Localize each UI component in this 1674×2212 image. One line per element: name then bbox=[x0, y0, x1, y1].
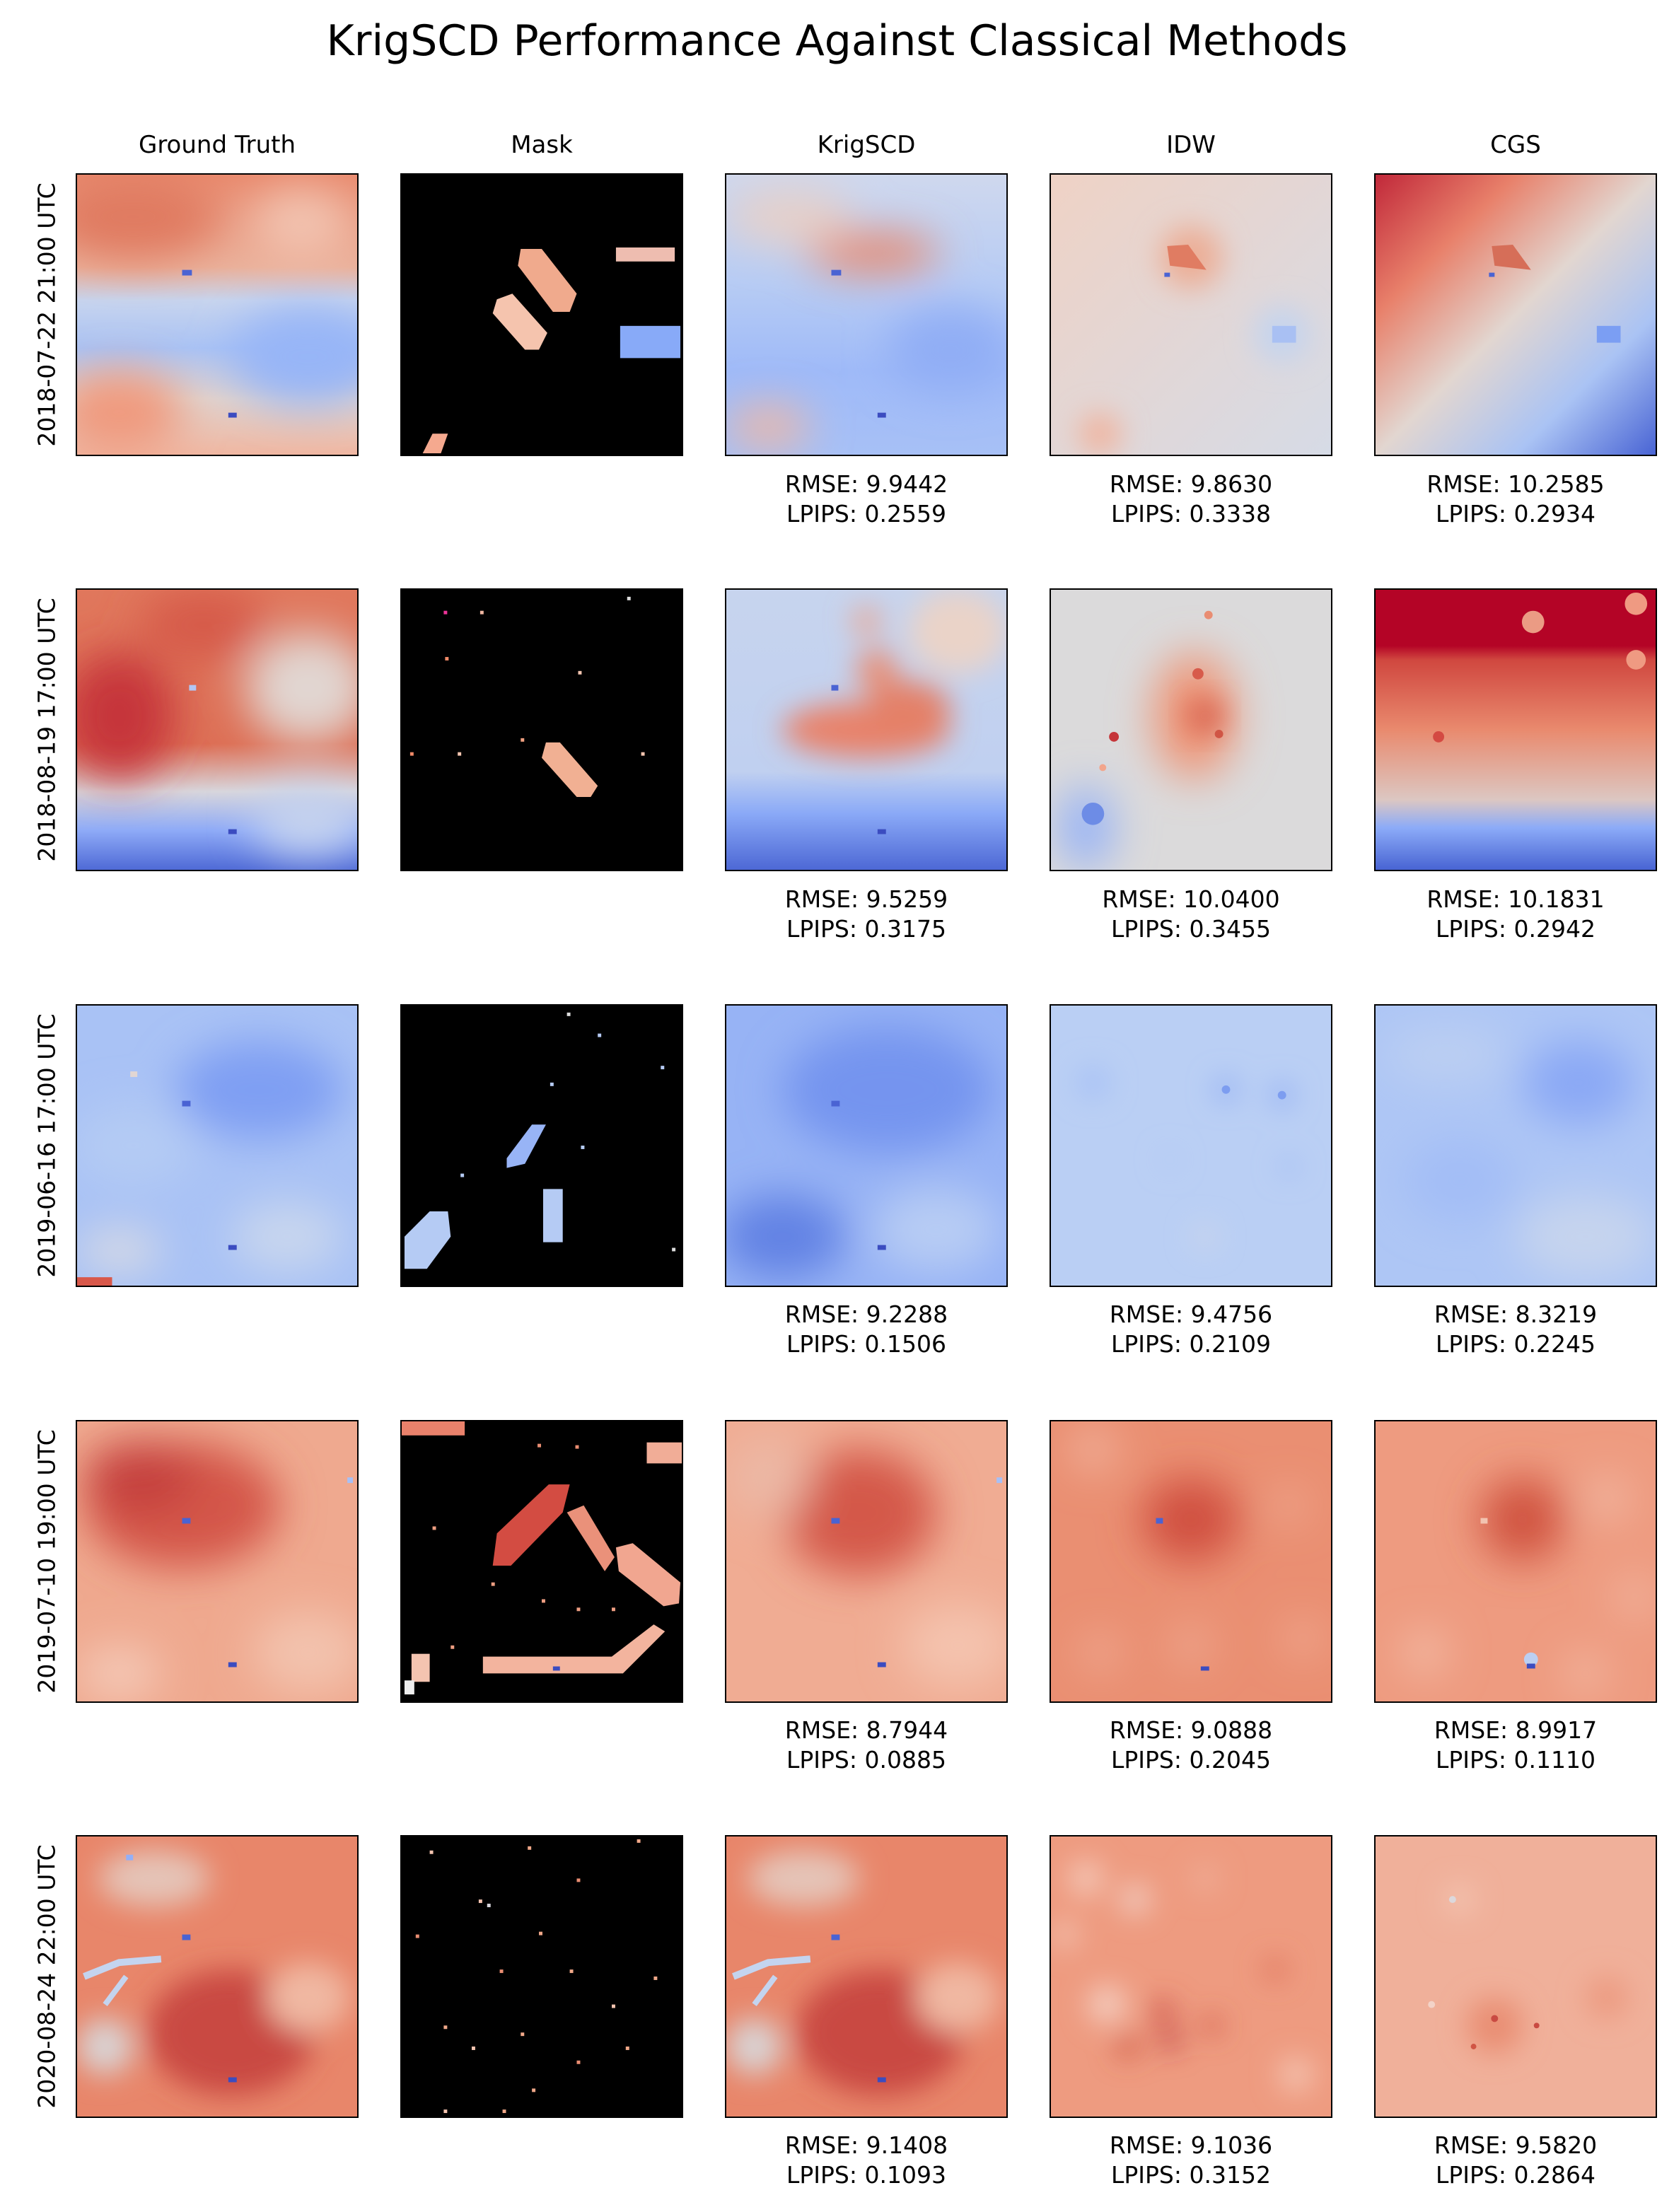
lpips-value: LPIPS: 0.1093 bbox=[786, 2161, 946, 2189]
lpips-value: LPIPS: 0.0885 bbox=[786, 1746, 946, 1774]
rmse-value: RMSE: 9.5259 bbox=[784, 885, 948, 913]
row-label-text: 2018-07-22 21:00 UTC bbox=[33, 182, 61, 447]
heatmap-cgs bbox=[1374, 1835, 1657, 2118]
rmse-value: RMSE: 10.0400 bbox=[1102, 885, 1280, 913]
heatmap-idw bbox=[1050, 1420, 1332, 1703]
rmse-value: RMSE: 8.7944 bbox=[784, 1716, 948, 1744]
row-label: 2019-06-16 17:00 UTC bbox=[30, 1004, 65, 1287]
rmse-value: RMSE: 10.2585 bbox=[1426, 470, 1605, 498]
rmse-value: RMSE: 9.1036 bbox=[1109, 2131, 1273, 2159]
rmse-value: RMSE: 8.9917 bbox=[1434, 1716, 1598, 1744]
metric-label: RMSE: 9.5820 LPIPS: 0.2864 bbox=[1374, 2131, 1657, 2190]
column-header-krigscd: KrigSCD bbox=[817, 131, 916, 159]
heatmap-idw bbox=[1050, 173, 1332, 456]
heatmap-mask bbox=[400, 173, 683, 456]
heatmap-mask bbox=[400, 1835, 683, 2118]
lpips-value: LPIPS: 0.1110 bbox=[1436, 1746, 1595, 1774]
lpips-value: LPIPS: 0.2045 bbox=[1111, 1746, 1271, 1774]
rmse-value: RMSE: 8.3219 bbox=[1434, 1300, 1598, 1328]
heatmap-ground-truth bbox=[76, 588, 359, 871]
lpips-value: LPIPS: 0.2942 bbox=[1436, 915, 1595, 943]
heatmap-ground-truth bbox=[76, 1835, 359, 2118]
heatmap-ground-truth bbox=[76, 1420, 359, 1703]
row-label: 2019-07-10 19:00 UTC bbox=[30, 1420, 65, 1703]
metric-label: RMSE: 9.5259 LPIPS: 0.3175 bbox=[725, 885, 1008, 944]
metric-label: RMSE: 9.0888 LPIPS: 0.2045 bbox=[1050, 1716, 1332, 1775]
metric-label: RMSE: 10.1831 LPIPS: 0.2942 bbox=[1374, 885, 1657, 944]
metric-label: RMSE: 9.2288 LPIPS: 0.1506 bbox=[725, 1300, 1008, 1359]
heatmap-mask bbox=[400, 1004, 683, 1287]
lpips-value: LPIPS: 0.3455 bbox=[1111, 915, 1271, 943]
row-label-text: 2018-08-19 17:00 UTC bbox=[33, 598, 61, 862]
row-label: 2018-07-22 21:00 UTC bbox=[30, 173, 65, 456]
lpips-value: LPIPS: 0.2934 bbox=[1436, 500, 1595, 528]
heatmap-krigscd bbox=[725, 1835, 1008, 2118]
metric-label: RMSE: 8.9917 LPIPS: 0.1110 bbox=[1374, 1716, 1657, 1775]
lpips-value: LPIPS: 0.3152 bbox=[1111, 2161, 1271, 2189]
metric-label: RMSE: 9.9442 LPIPS: 0.2559 bbox=[725, 470, 1008, 529]
lpips-value: LPIPS: 0.2245 bbox=[1436, 1330, 1595, 1358]
lpips-value: LPIPS: 0.2109 bbox=[1111, 1330, 1271, 1358]
lpips-value: LPIPS: 0.3338 bbox=[1111, 500, 1271, 528]
heatmap-krigscd bbox=[725, 588, 1008, 871]
heatmap-cgs bbox=[1374, 1420, 1657, 1703]
row-label-text: 2019-06-16 17:00 UTC bbox=[33, 1013, 61, 1278]
lpips-value: LPIPS: 0.1506 bbox=[786, 1330, 946, 1358]
heatmap-cgs bbox=[1374, 588, 1657, 871]
metric-label: RMSE: 9.1036 LPIPS: 0.3152 bbox=[1050, 2131, 1332, 2190]
column-header-mask: Mask bbox=[511, 131, 573, 159]
heatmap-mask bbox=[400, 588, 683, 871]
heatmap-ground-truth bbox=[76, 1004, 359, 1287]
heatmap-ground-truth bbox=[76, 173, 359, 456]
heatmap-cgs bbox=[1374, 173, 1657, 456]
metric-label: RMSE: 10.0400 LPIPS: 0.3455 bbox=[1050, 885, 1332, 944]
heatmap-cgs bbox=[1374, 1004, 1657, 1287]
figure-title: KrigSCD Performance Against Classical Me… bbox=[326, 16, 1348, 66]
rmse-value: RMSE: 9.0888 bbox=[1109, 1716, 1273, 1744]
column-header-cgs: CGS bbox=[1490, 131, 1541, 159]
heatmap-krigscd bbox=[725, 1420, 1008, 1703]
row-label: 2020-08-24 22:00 UTC bbox=[30, 1835, 65, 2118]
metric-label: RMSE: 9.1408 LPIPS: 0.1093 bbox=[725, 2131, 1008, 2190]
rmse-value: RMSE: 9.2288 bbox=[784, 1300, 948, 1328]
heatmap-mask bbox=[400, 1420, 683, 1703]
row-label: 2018-08-19 17:00 UTC bbox=[30, 588, 65, 871]
metric-label: RMSE: 8.3219 LPIPS: 0.2245 bbox=[1374, 1300, 1657, 1359]
heatmap-idw bbox=[1050, 588, 1332, 871]
rmse-value: RMSE: 9.5820 bbox=[1434, 2131, 1598, 2159]
rmse-value: RMSE: 10.1831 bbox=[1426, 885, 1605, 913]
rmse-value: RMSE: 9.9442 bbox=[784, 470, 948, 498]
metric-label: RMSE: 9.8630 LPIPS: 0.3338 bbox=[1050, 470, 1332, 529]
lpips-value: LPIPS: 0.2559 bbox=[786, 500, 946, 528]
row-label-text: 2020-08-24 22:00 UTC bbox=[33, 1844, 61, 2109]
heatmap-idw bbox=[1050, 1835, 1332, 2118]
rmse-value: RMSE: 9.1408 bbox=[784, 2131, 948, 2159]
row-label-text: 2019-07-10 19:00 UTC bbox=[33, 1429, 61, 1694]
metric-label: RMSE: 9.4756 LPIPS: 0.2109 bbox=[1050, 1300, 1332, 1359]
metric-label: RMSE: 10.2585 LPIPS: 0.2934 bbox=[1374, 470, 1657, 529]
column-header-ground-truth: Ground Truth bbox=[138, 131, 296, 159]
heatmap-idw bbox=[1050, 1004, 1332, 1287]
heatmap-krigscd bbox=[725, 173, 1008, 456]
lpips-value: LPIPS: 0.2864 bbox=[1436, 2161, 1595, 2189]
rmse-value: RMSE: 9.4756 bbox=[1109, 1300, 1273, 1328]
rmse-value: RMSE: 9.8630 bbox=[1109, 470, 1273, 498]
lpips-value: LPIPS: 0.3175 bbox=[786, 915, 946, 943]
metric-label: RMSE: 8.7944 LPIPS: 0.0885 bbox=[725, 1716, 1008, 1775]
column-header-idw: IDW bbox=[1166, 131, 1216, 159]
heatmap-krigscd bbox=[725, 1004, 1008, 1287]
